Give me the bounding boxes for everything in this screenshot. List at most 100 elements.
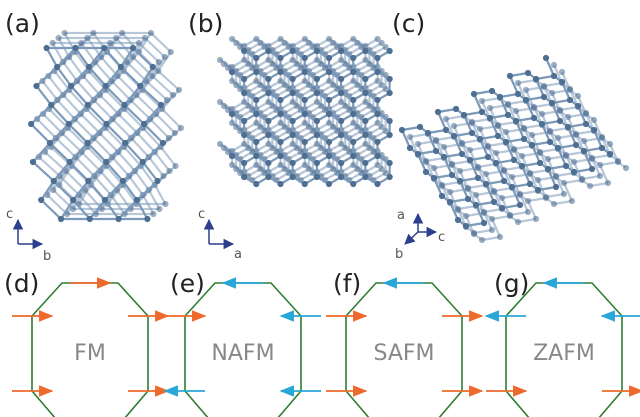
atom: [313, 131, 320, 139]
atom: [325, 54, 333, 62]
bond: [117, 113, 139, 134]
atom: [518, 162, 526, 170]
bond: [104, 85, 126, 106]
bond: [135, 199, 149, 220]
atom: [156, 205, 163, 213]
atom: [281, 39, 288, 47]
atom: [241, 56, 248, 64]
atom: [129, 44, 137, 52]
atom: [261, 169, 268, 177]
atom: [269, 60, 276, 68]
atom: [175, 86, 183, 94]
bond: [484, 183, 496, 203]
bond: [110, 194, 126, 215]
atom: [117, 63, 125, 71]
atom: [245, 102, 252, 110]
bond: [159, 146, 177, 167]
atom: [550, 72, 558, 80]
atom: [366, 102, 373, 110]
atom: [165, 134, 173, 142]
atom: [241, 117, 248, 125]
hexagon-safm: [326, 277, 484, 417]
axis-indicator-c: a c b: [395, 208, 445, 262]
atom: [516, 201, 524, 209]
hexagon-zafm: [484, 277, 640, 417]
atom: [454, 205, 462, 213]
atom: [241, 173, 248, 181]
atom: [374, 110, 381, 118]
atom: [424, 129, 432, 137]
bond: [129, 99, 151, 120]
atom: [233, 165, 240, 173]
bond: [400, 129, 412, 149]
atom: [482, 180, 490, 188]
axis-arrow-down: [404, 231, 419, 245]
atom: [366, 144, 373, 152]
atom: [313, 75, 320, 83]
atom: [496, 93, 504, 101]
panel-b: (b) c a: [188, 9, 393, 262]
bond: [550, 102, 562, 122]
bond: [48, 108, 69, 129]
bond: [55, 137, 77, 158]
panel-label-b: (b): [188, 9, 223, 38]
atom: [478, 236, 486, 244]
panel-label-g: (g): [494, 269, 529, 298]
atom: [562, 162, 570, 170]
bond: [546, 168, 558, 188]
atom: [249, 106, 256, 114]
atom: [119, 29, 126, 37]
bond: [119, 47, 134, 68]
bond: [50, 104, 70, 125]
atom: [346, 148, 353, 156]
bond: [560, 81, 572, 101]
atom: [386, 173, 393, 181]
atom: [590, 126, 598, 134]
bond: [482, 211, 494, 231]
bond: [145, 80, 168, 101]
atom: [277, 35, 284, 43]
atom: [257, 123, 264, 131]
atom: [450, 132, 458, 140]
atom: [596, 161, 604, 169]
atom: [313, 140, 321, 148]
bond: [141, 142, 164, 163]
bond: [62, 94, 82, 115]
atom: [253, 35, 260, 43]
atom: [305, 39, 312, 47]
atom: [482, 170, 490, 178]
bond: [67, 104, 89, 125]
bond: [144, 37, 166, 58]
atom: [229, 35, 236, 43]
bond: [147, 189, 161, 210]
atom: [338, 117, 345, 125]
bond: [161, 108, 182, 129]
atom: [326, 119, 333, 127]
atom: [492, 149, 500, 157]
atom: [586, 182, 594, 190]
bond: [56, 47, 77, 68]
atom: [159, 139, 167, 147]
atom: [334, 43, 341, 51]
bond: [442, 156, 454, 176]
atom: [269, 102, 276, 110]
atom: [224, 64, 232, 72]
atom: [277, 180, 284, 188]
atom: [484, 142, 492, 150]
atom: [49, 39, 56, 47]
axis-label-horizontal: b: [43, 249, 51, 264]
axis-label-vertical: c: [198, 207, 205, 222]
atom: [510, 145, 518, 153]
atom: [492, 159, 500, 167]
atom: [309, 43, 316, 51]
atom: [546, 138, 554, 146]
atom: [297, 148, 304, 156]
bond: [45, 47, 59, 68]
bond: [472, 93, 484, 113]
atom: [241, 89, 248, 97]
atom: [386, 89, 393, 97]
atom: [606, 140, 614, 148]
atom: [72, 44, 79, 52]
atom: [149, 63, 156, 71]
atom: [220, 60, 228, 68]
